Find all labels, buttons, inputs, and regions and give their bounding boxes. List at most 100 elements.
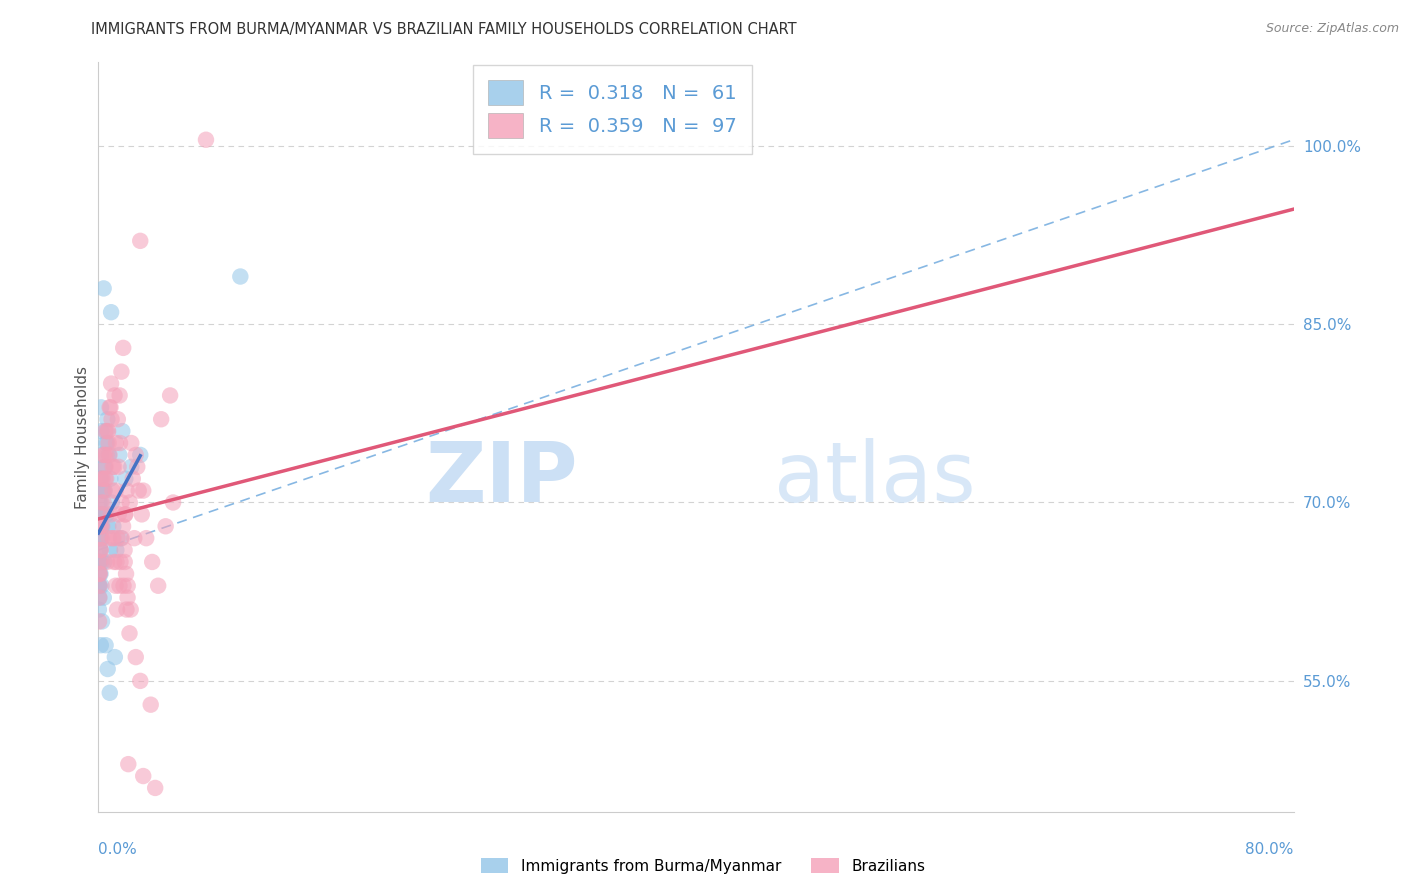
Point [105,543,128,558]
Point [141,555,163,569]
Point [125,650,148,665]
Point [150,412,173,426]
Point [98,686,121,700]
Point [104,483,127,498]
Point [114,508,136,522]
Point [94,436,117,450]
Point [111,531,134,545]
Point [139,698,162,712]
Point [107,459,129,474]
Point [94,638,117,652]
Point [155,519,177,533]
Point [103,531,125,545]
Point [107,508,129,522]
Point [132,769,155,783]
Point [229,269,252,284]
Point [143,780,166,795]
Point [120,436,142,450]
Point [127,459,149,474]
Point [89,519,111,533]
Point [96,448,118,462]
Point [93,483,115,498]
Point [93,459,115,474]
Point [90,519,112,533]
Point [89,519,111,533]
Point [90,555,112,569]
Point [89,543,111,558]
Point [96,424,118,438]
Point [110,555,132,569]
Point [89,579,111,593]
Point [110,531,132,545]
Point [90,579,112,593]
Point [101,531,124,545]
Point [98,472,122,486]
Point [117,757,139,772]
Legend: R =  0.318   N =  61, R =  0.359   N =  97: R = 0.318 N = 61, R = 0.359 N = 97 [472,64,752,153]
Point [96,424,118,438]
Point [148,579,170,593]
Point [97,519,120,533]
Point [98,448,121,462]
Point [100,401,122,415]
Point [90,543,112,558]
Point [112,341,135,355]
Point [98,543,121,558]
Point [100,412,122,426]
Point [105,602,128,616]
Point [94,424,117,438]
Point [101,483,124,498]
Point [91,508,114,522]
Point [132,483,155,498]
Point [96,555,118,569]
Point [103,555,125,569]
Point [90,531,112,545]
Point [110,365,132,379]
Point [101,495,124,509]
Point [124,531,146,545]
Point [87,579,110,593]
Point [89,566,111,581]
Point [87,615,110,629]
Point [96,472,118,486]
Point [89,495,111,509]
Point [120,602,142,616]
Point [90,638,112,652]
Point [89,555,111,569]
Point [91,615,114,629]
Point [97,531,120,545]
Point [89,591,111,605]
Point [93,591,115,605]
Point [91,531,114,545]
Point [117,579,139,593]
Point [93,448,115,462]
Point [98,401,121,415]
Point [89,495,111,509]
Point [90,472,112,486]
Point [89,531,111,545]
Point [118,495,141,509]
Point [105,555,128,569]
Point [129,448,152,462]
Point [107,531,129,545]
Point [115,483,138,498]
Point [129,234,152,248]
Point [90,448,112,462]
Point [87,602,110,616]
Point [89,543,111,558]
Point [110,495,132,509]
Point [93,281,115,295]
Point [89,579,111,593]
Point [112,579,135,593]
Point [105,436,128,450]
Point [90,519,112,533]
Point [100,376,122,391]
Point [104,579,127,593]
Point [93,483,115,498]
Point [89,555,111,569]
Point [112,519,135,533]
Point [97,436,120,450]
Point [118,626,141,640]
Point [89,591,111,605]
Point [89,566,111,581]
